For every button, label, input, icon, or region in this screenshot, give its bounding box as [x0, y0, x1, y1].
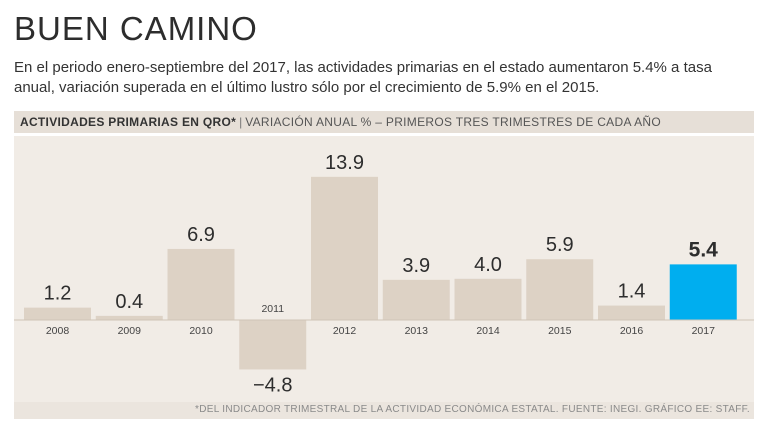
bar-2009 [95, 315, 163, 320]
bar-2014 [454, 278, 522, 320]
chart-description: VARIACIÓN ANUAL % – PRIMEROS TRES TRIMES… [245, 115, 661, 129]
value-label-2009: 0.4 [115, 291, 143, 313]
category-label-2014: 2014 [476, 325, 500, 337]
bar-2012 [311, 176, 378, 320]
chart-svg: 1.2 2008 0.4 2009 6.9 2010 −4.8 2011 13.9 2012 3.9… [14, 152, 754, 396]
category-label-2017: 2017 [692, 325, 716, 337]
category-label-2010: 2010 [189, 325, 213, 337]
category-label-2009: 2009 [118, 325, 142, 337]
category-label-2015: 2015 [548, 325, 572, 337]
value-label-2017: 5.4 [689, 238, 719, 261]
category-label-2011: 2011 [261, 303, 284, 315]
bar-2016 [598, 305, 665, 320]
value-label-2013: 3.9 [402, 255, 430, 277]
bar-2008 [24, 307, 91, 320]
value-label-2015: 5.9 [546, 234, 574, 256]
chart-header: ACTIVIDADES PRIMARIAS EN QRO* | VARIACIÓN … [14, 111, 754, 133]
value-label-2010: 6.9 [187, 224, 215, 246]
bar-2017 [669, 264, 737, 320]
category-label-2013: 2013 [405, 325, 429, 337]
page-title: BUEN CAMINO [14, 10, 258, 47]
bar-2011 [239, 320, 307, 370]
footnote-source: *DEL INDICADOR TRIMESTRAL DE LA ACTIVIDA… [195, 404, 750, 415]
subtitle: En el periodo enero-septiembre del 2017,… [14, 59, 712, 96]
footer: *DEL INDICADOR TRIMESTRAL DE LA ACTIVIDA… [14, 402, 754, 419]
chart-title: ACTIVIDADES PRIMARIAS EN QRO* [20, 115, 237, 129]
category-label-2008: 2008 [46, 325, 70, 337]
bar-2015 [526, 259, 594, 320]
value-label-2011: −4.8 [253, 374, 292, 396]
category-label-2016: 2016 [620, 325, 644, 337]
bar-chart: 1.2 2008 0.4 2009 6.9 2010 −4.8 2011 13.9 2012 3.9… [14, 136, 754, 406]
value-label-2016: 1.4 [618, 281, 646, 303]
header-separator: | [239, 115, 243, 129]
value-label-2012: 13.9 [325, 152, 364, 174]
category-label-2012: 2012 [333, 325, 357, 337]
value-label-2014: 4.0 [474, 254, 502, 276]
bar-2010 [167, 248, 235, 320]
value-label-2008: 1.2 [44, 283, 72, 305]
bar-2013 [382, 279, 450, 320]
